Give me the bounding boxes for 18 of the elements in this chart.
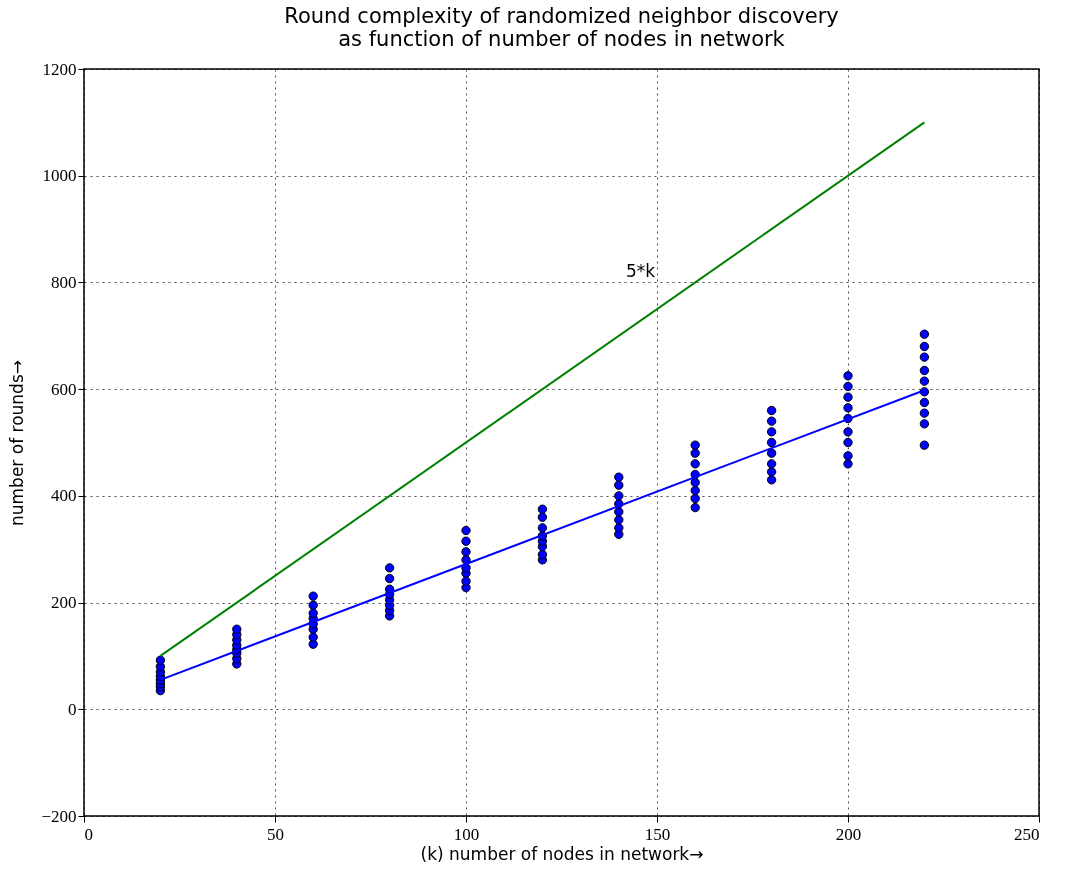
y-tick-label: 1200 — [42, 59, 77, 79]
x-tick-label: 50 — [267, 824, 284, 844]
y-tick-label: 800 — [51, 272, 77, 292]
y-tick-label: 1000 — [42, 166, 77, 186]
x-tick-label: 250 — [1014, 824, 1040, 844]
y-tick-label: 600 — [51, 379, 77, 399]
x-tick-label: 0 — [84, 824, 93, 844]
y-tick-label: 400 — [51, 486, 77, 506]
y-tick-label: −200 — [41, 806, 77, 826]
x-tick-label: 100 — [453, 824, 480, 844]
y-axis-title: number of rounds→ — [7, 360, 28, 526]
chart-title: Round complexity of randomized neighbor discovery as function of number of nodes in network — [284, 4, 839, 51]
x-axis-title: (k) number of nodes in network→ — [420, 843, 704, 864]
x-tick-label: 200 — [835, 824, 862, 844]
y-tick-label: 200 — [51, 593, 77, 613]
y-tick-label: 0 — [68, 699, 77, 719]
series-label: 5*k — [626, 261, 656, 282]
x-tick-label: 150 — [644, 824, 671, 844]
